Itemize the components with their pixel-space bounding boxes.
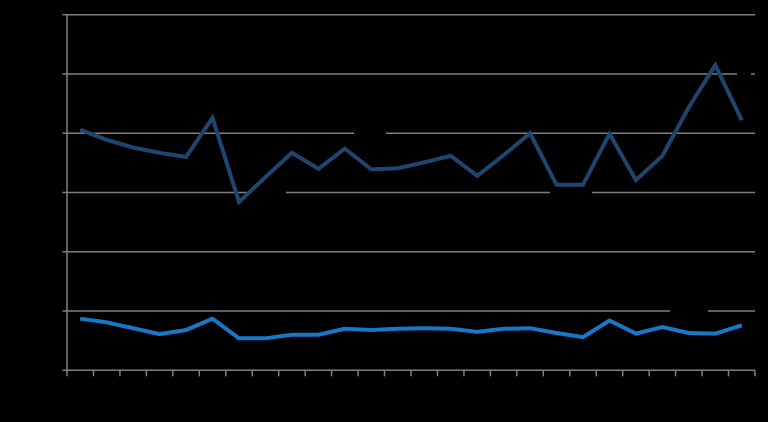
series-dark-blue-line <box>79 60 744 206</box>
data-label-occluded <box>670 305 708 314</box>
data-label-occluded <box>550 187 592 196</box>
data-label-occluded <box>252 187 286 196</box>
series-light-blue-line <box>79 316 743 341</box>
data-label-occluded <box>737 69 751 76</box>
data-label-occluded <box>354 128 386 137</box>
